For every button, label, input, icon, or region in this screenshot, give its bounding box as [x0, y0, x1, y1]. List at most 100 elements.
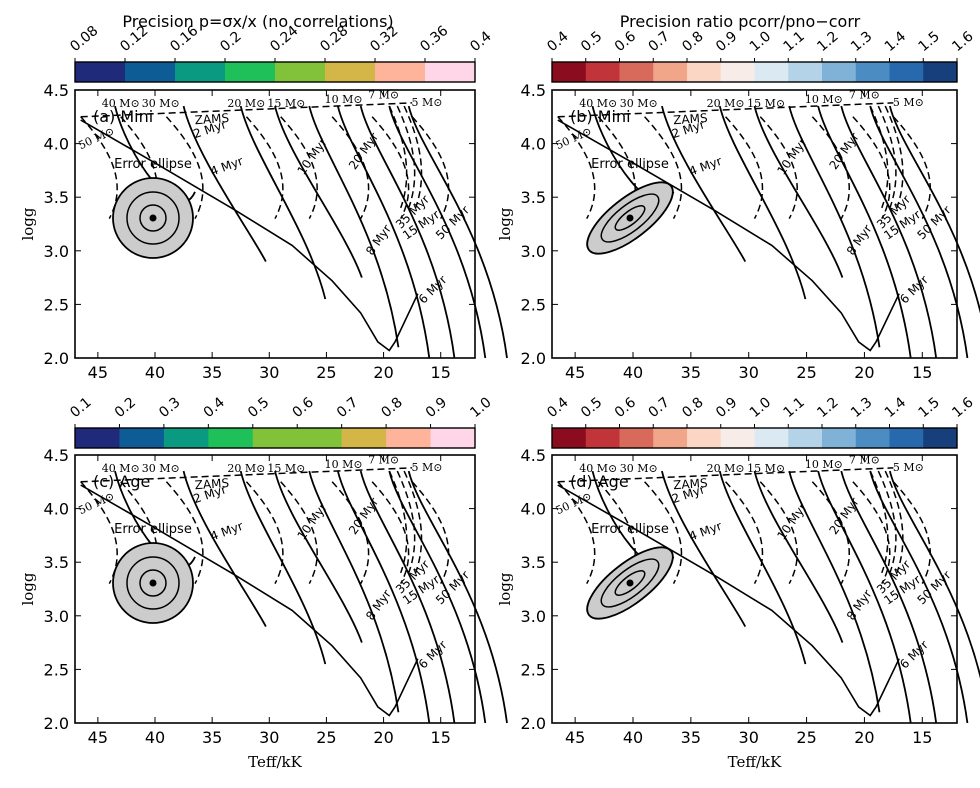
y-tick-label: 4.0 — [44, 500, 69, 519]
eddington-boundary — [557, 119, 900, 352]
isochrone-line — [869, 105, 969, 359]
isochrone-line — [274, 470, 363, 643]
colorbar-cell — [619, 428, 654, 448]
colorbar-cell — [889, 62, 924, 82]
evolutionary-track — [852, 116, 891, 219]
colorbar-tick-label: 1.2 — [814, 394, 841, 421]
x-tick-label: 45 — [565, 728, 585, 747]
isochrone-label: 4 Myr — [208, 154, 245, 179]
colorbar-cell — [75, 428, 120, 448]
colorbar-tick-label: 1.4 — [882, 394, 909, 421]
axes-c: 45 40 35 30 25 20 15 2.0 2.5 3.0 3.5 4.0 4.5 logg Teff… — [19, 446, 475, 771]
track-mass-label: 5 M⊙ — [412, 96, 443, 109]
y-axis-label: logg — [496, 572, 514, 605]
x-tick-label: 30 — [739, 728, 759, 747]
x-tick-label: 35 — [681, 363, 701, 382]
colorbar-tick-label: 0.2 — [112, 394, 139, 421]
track-mass-label: 15 M⊙ — [267, 97, 305, 110]
track-mass-label: 20 M⊙ — [227, 97, 265, 110]
colorbar-a: 0.08 0.12 0.16 0.2 0.24 0.28 0.32 0.36 0.4 — [67, 23, 495, 83]
axes-d: 45 40 35 30 25 20 15 2.0 2.5 3.0 3.5 4.0 4.5 logg Teff… — [496, 446, 957, 771]
colorbar-cell — [425, 62, 476, 82]
isochrone-line — [388, 105, 487, 359]
colorbar-tick-label: 0.5 — [245, 394, 272, 421]
panel-title: (a) Mini — [93, 107, 153, 126]
evolutionary-track — [852, 481, 891, 584]
colorbar-cell — [119, 428, 165, 448]
isochrone-line — [274, 105, 363, 278]
evolutionary-track — [165, 481, 204, 584]
x-tick-label: 20 — [373, 728, 393, 747]
panel-b: 0.4 0.5 0.6 0.7 0.8 0.9 1.0 1.1 1.2 1.3 1.4 1.5 1.6 2… — [496, 28, 980, 382]
x-tick-label: 40 — [623, 363, 643, 382]
track-mass-label: 15 M⊙ — [747, 462, 785, 475]
isochrone-line — [788, 470, 881, 713]
track-mass-label: 15 M⊙ — [267, 462, 305, 475]
colorbar-cell — [585, 62, 620, 82]
y-tick-label: 2.5 — [44, 295, 69, 314]
colorbar-d: 0.4 0.5 0.6 0.7 0.8 0.9 1.0 1.1 1.2 1.3 1.4 1.5 1.6 — [544, 394, 977, 449]
track-mass-label: 15 M⊙ — [747, 97, 785, 110]
colorbar-tick-label: 0.5 — [578, 394, 605, 421]
isochrone-label: 4 Myr — [208, 519, 245, 544]
x-tick-label: 35 — [681, 728, 701, 747]
y-tick-label: 2.5 — [521, 660, 546, 679]
evolutionary-track — [557, 481, 596, 584]
error-ellipse-mid — [600, 558, 660, 608]
error-ellipse-label: Error ellipse — [114, 522, 192, 537]
error-ellipse — [112, 542, 194, 624]
track-mass-label: 40 M⊙ — [579, 462, 617, 475]
panel-d: 0.4 0.5 0.6 0.7 0.8 0.9 1.0 1.1 1.2 1.3 1.4 1.5 1.6 2… — [496, 394, 980, 771]
error-ellipse-center — [626, 214, 634, 222]
colorbar-cell — [687, 62, 722, 82]
isochrone-line — [182, 470, 267, 627]
colorbar-tick-label: 0.9 — [423, 394, 450, 421]
colorbar-tick-label: 0.6 — [290, 394, 317, 421]
error-ellipse — [586, 546, 674, 620]
colorbar-cell — [923, 62, 958, 82]
isochrone-line — [753, 470, 844, 643]
evolutionary-track — [869, 470, 889, 574]
colorbar-tick-label: 0.6 — [612, 394, 639, 421]
y-tick-label: 4.5 — [521, 81, 546, 100]
colorbar-cell — [754, 428, 789, 448]
zams-line — [80, 467, 413, 483]
error-ellipse-mid — [126, 191, 180, 245]
track-mass-label: 10 M⊙ — [325, 458, 363, 471]
evolutionary-track — [725, 116, 764, 219]
colorbar-tick-label: 1.0 — [467, 394, 494, 421]
colorbar-cell — [889, 428, 924, 448]
y-tick-label: 2.0 — [521, 714, 546, 733]
isochrone-line — [869, 470, 969, 724]
colorbar-tick-label: 0.2 — [217, 28, 244, 55]
colorbar-cell — [822, 428, 857, 448]
isochrone-line — [407, 105, 508, 359]
track-mass-label: 30 M⊙ — [142, 462, 180, 475]
colorbar-c: 0.1 0.2 0.3 0.4 0.5 0.6 0.7 0.8 0.9 1.0 — [67, 394, 495, 449]
y-tick-label: 2.0 — [521, 349, 546, 368]
y-tick-label: 2.5 — [44, 660, 69, 679]
track-mass-label: 30 M⊙ — [620, 97, 658, 110]
x-tick-label: 15 — [912, 728, 932, 747]
error-ellipse-inner — [614, 570, 646, 596]
colorbar-title-right: Precision ratio pcorr/pno−corr — [620, 12, 861, 31]
isochrone-line — [388, 470, 487, 724]
x-tick-label: 30 — [259, 363, 279, 382]
evolutionary-track — [403, 105, 423, 209]
evolutionary-track — [892, 481, 931, 584]
x-tick-label: 35 — [202, 363, 222, 382]
eddington-boundary — [80, 119, 419, 352]
x-tick-label: 20 — [373, 363, 393, 382]
y-tick-label: 4.0 — [521, 500, 546, 519]
plot-frame — [74, 454, 476, 724]
colorbar-tick-label: 0.3 — [156, 394, 183, 421]
colorbar-cell — [923, 428, 958, 448]
colorbar-cell — [788, 62, 823, 82]
colorbar-cell — [375, 62, 426, 82]
isochrone-line — [840, 105, 938, 359]
colorbar-cell — [822, 62, 857, 82]
error-ellipse-center — [149, 214, 157, 222]
colorbar-tick-label: 0.9 — [713, 394, 740, 421]
y-tick-label: 4.0 — [44, 135, 69, 154]
track-mass-label: 40 M⊙ — [102, 97, 140, 110]
